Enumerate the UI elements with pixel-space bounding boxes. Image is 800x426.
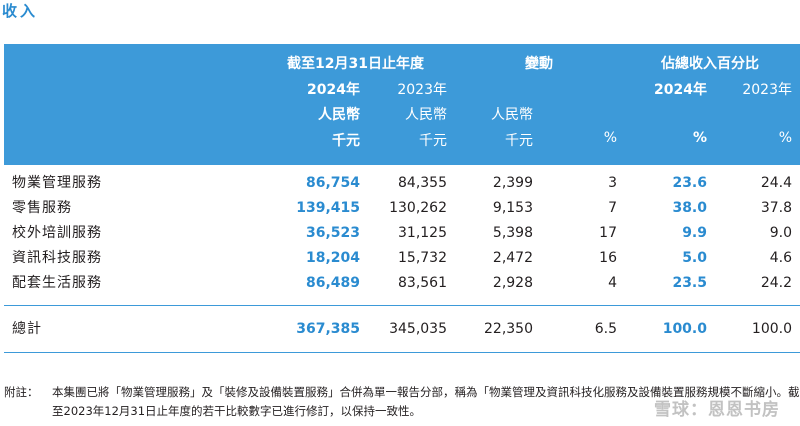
footnote-text: 本集團已將「物業管理服務」及「裝修及設備裝置服務」合併為單一報告分部，稱為「物業…: [52, 385, 800, 418]
value-change-pct: 4: [608, 275, 617, 291]
total-top-rule: [4, 305, 800, 306]
value-change: 9,153: [492, 200, 533, 216]
value-2023: 130,262: [389, 200, 447, 216]
table-row: 零售服務 139,415 130,262 9,153 7 38.0 37.8: [4, 196, 800, 221]
header-year-2024: 2024年: [307, 82, 360, 98]
total-change: 22,350: [484, 321, 533, 337]
value-share-2024: 5.0: [682, 250, 707, 266]
header-currency-2023: 人民幣: [405, 107, 447, 123]
total-2024: 367,385: [296, 321, 360, 337]
total-share-2024: 100.0: [662, 321, 707, 337]
value-change: 5,398: [492, 225, 533, 241]
total-row: 總計 367,385 345,035 22,350 6.5 100.0 100.…: [4, 317, 800, 342]
row-label: 資訊科技服務: [12, 250, 102, 266]
watermark: 雪球：恩恩书房: [654, 400, 780, 420]
header-pct-change: %: [603, 130, 617, 146]
header-pct-2024: %: [692, 130, 707, 146]
section-title: 收入: [2, 2, 39, 20]
header-year-2023: 2023年: [397, 82, 447, 98]
value-share-2024: 9.9: [682, 225, 707, 241]
value-2023: 83,561: [398, 275, 447, 291]
total-change-pct: 6.5: [594, 321, 617, 337]
value-2023: 84,355: [398, 175, 447, 191]
total-label: 總計: [12, 321, 42, 337]
value-change: 2,928: [492, 275, 533, 291]
header-unit-change: 千元: [505, 133, 533, 149]
value-change-pct: 16: [599, 250, 617, 266]
table-row: 資訊科技服務 18,204 15,732 2,472 16 5.0 4.6: [4, 246, 800, 271]
value-2023: 31,125: [398, 225, 447, 241]
value-2024: 36,523: [305, 225, 360, 241]
value-share-2023: 37.8: [760, 200, 792, 216]
value-2024: 18,204: [305, 250, 360, 266]
value-change: 2,472: [492, 250, 533, 266]
total-2023: 345,035: [389, 321, 447, 337]
value-share-2024: 23.5: [672, 275, 707, 291]
header-unit-2023: 千元: [419, 133, 447, 149]
table-row: 物業管理服務 86,754 84,355 2,399 3 23.6 24.4: [4, 171, 800, 196]
value-2024: 86,754: [305, 175, 360, 191]
value-share-2023: 24.2: [760, 275, 792, 291]
value-share-2024: 23.6: [672, 175, 707, 191]
value-change: 2,399: [492, 175, 533, 191]
value-share-2023: 9.0: [769, 225, 792, 241]
row-label: 配套生活服務: [12, 275, 102, 291]
row-label: 零售服務: [12, 200, 72, 216]
value-change-pct: 17: [599, 225, 617, 241]
header-share-2024: 2024年: [654, 82, 707, 98]
value-2024: 139,415: [296, 200, 360, 216]
row-label: 校外培訓服務: [12, 225, 102, 241]
header-share: 佔總收入百分比: [661, 56, 759, 72]
table-header: 截至12月31日止年度 變動 佔總收入百分比 2024年 2023年 2024年…: [4, 44, 800, 165]
header-pct-2023: %: [778, 130, 792, 146]
value-change-pct: 3: [608, 175, 617, 191]
value-2024: 86,489: [305, 275, 360, 291]
header-currency-2024: 人民幣: [318, 107, 360, 123]
header-share-2023: 2023年: [742, 82, 792, 98]
row-label: 物業管理服務: [12, 175, 102, 191]
value-change-pct: 7: [608, 200, 617, 216]
value-share-2023: 4.6: [769, 250, 792, 266]
value-2023: 15,732: [398, 250, 447, 266]
table-row: 配套生活服務 86,489 83,561 2,928 4 23.5 24.2: [4, 271, 800, 296]
header-period: 截至12月31日止年度: [287, 56, 424, 72]
value-share-2024: 38.0: [672, 200, 707, 216]
header-unit-2024: 千元: [332, 133, 360, 149]
table-row: 校外培訓服務 36,523 31,125 5,398 17 9.9 9.0: [4, 221, 800, 246]
total-share-2023: 100.0: [751, 321, 792, 337]
footnote-label: 附註：: [4, 385, 39, 399]
header-change: 變動: [525, 56, 553, 72]
header-currency-change: 人民幣: [491, 107, 533, 123]
total-bottom-rule: [4, 352, 800, 353]
value-share-2023: 24.4: [760, 175, 792, 191]
